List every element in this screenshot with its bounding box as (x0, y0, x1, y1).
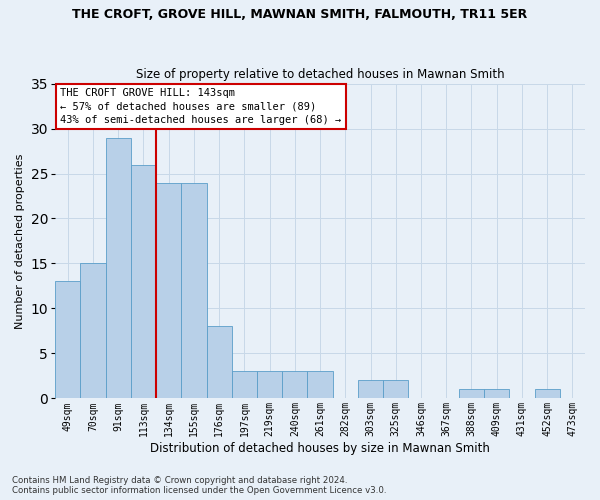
Bar (156, 182, 181, 398)
Bar (307, 372, 332, 398)
Text: THE CROFT, GROVE HILL, MAWNAN SMITH, FALMOUTH, TR11 5ER: THE CROFT, GROVE HILL, MAWNAN SMITH, FAL… (73, 8, 527, 20)
Bar (383, 380, 409, 398)
Bar (484, 390, 509, 398)
Bar (535, 390, 560, 398)
X-axis label: Distribution of detached houses by size in Mawnan Smith: Distribution of detached houses by size … (150, 442, 490, 455)
Bar (106, 138, 131, 398)
Bar (80, 264, 106, 398)
Bar (206, 326, 232, 398)
Y-axis label: Number of detached properties: Number of detached properties (15, 154, 25, 328)
Text: THE CROFT GROVE HILL: 143sqm
← 57% of detached houses are smaller (89)
43% of se: THE CROFT GROVE HILL: 143sqm ← 57% of de… (61, 88, 341, 124)
Bar (358, 380, 383, 398)
Bar (181, 182, 206, 398)
Title: Size of property relative to detached houses in Mawnan Smith: Size of property relative to detached ho… (136, 68, 505, 81)
Bar (459, 390, 484, 398)
Bar (257, 372, 282, 398)
Text: Contains HM Land Registry data © Crown copyright and database right 2024.
Contai: Contains HM Land Registry data © Crown c… (12, 476, 386, 495)
Bar (131, 164, 156, 398)
Bar (55, 282, 80, 399)
Bar (232, 372, 257, 398)
Bar (282, 372, 307, 398)
